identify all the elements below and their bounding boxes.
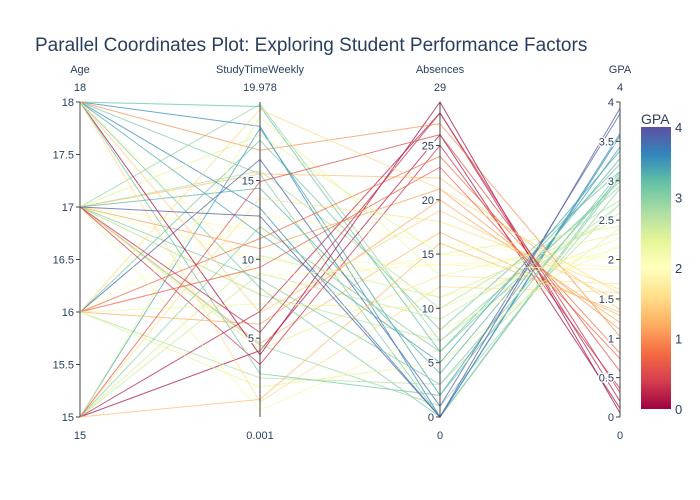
axis-range-min: 0.001 [246,430,274,442]
record-line [79,101,621,353]
axis-tick-label: 5 [428,358,434,370]
axis-tick-label: 1 [608,333,614,345]
axis-tick-label: 15.5 [53,360,74,372]
axis-tick-label: 4 [608,97,614,109]
record-line [79,134,621,255]
record-line [79,101,621,414]
record-line [79,173,621,311]
record-line [79,176,621,386]
axis-range-max: 18 [74,82,86,94]
axis-range-max: 19.978 [243,82,277,94]
axis-tick-label: 16 [62,307,74,319]
axis-range-min: 0 [617,430,623,442]
axes: Age18151515.51616.51717.518StudyTimeWeek… [51,64,632,442]
axis-tick-label: 17.5 [53,150,74,162]
record-line [79,112,621,393]
axis-tick-label: 2 [608,255,614,267]
axis-tick-label: 3 [608,176,614,188]
axis-gpa: GPA 4 00 0.5 1 1.5 2 2.5 3 3.5 4 [597,64,632,442]
record-line [79,101,621,418]
axis-studytimeweekly: StudyTimeWeekly 19.978 0.001 5 10 15 [216,64,305,442]
axis-tick-label: 20 [422,195,434,207]
axis-tick-label: 17 [62,202,74,214]
colorbar-tick-label: 2 [675,261,682,276]
axis-label: GPA [609,64,632,76]
axis-tick-label: 3.5 [599,136,614,148]
record-line [79,108,621,313]
record-line [79,206,621,412]
axis-tick-label: 16.5 [53,255,74,267]
axis-tick-label: 18 [62,97,74,109]
axis-absences: Absences 29 00 5 10 15 20 25 [416,64,465,442]
colorbar-tick-label: 0 [675,402,682,417]
axis-range-min: 0 [437,430,443,442]
axis-tick-label: 0 [608,412,614,424]
axis-tick-label: 25 [422,140,434,152]
axis-label: Age [70,64,90,76]
axis-range-max: 4 [617,82,623,94]
axis-tick-label: 1.5 [599,294,614,306]
record-line [79,101,621,277]
axis-tick-label: 15 [62,412,74,424]
axis-label: Absences [416,64,465,76]
record-line [79,188,621,407]
colorbar-tick-label: 4 [675,120,682,135]
record-line [79,204,621,342]
record-line [79,101,621,396]
colorbar-tick-label: 3 [675,191,682,206]
record-line [79,242,621,418]
record-line [79,101,621,403]
axis-tick-label: 0 [428,412,434,424]
record-line [79,101,621,418]
data-lines [79,101,621,418]
axis-tick-label: 15 [242,175,254,187]
axis-tick-label: 15 [422,249,434,261]
axis-tick-label: 2.5 [599,215,614,227]
colorbar-title: GPA [641,111,670,127]
record-line [79,101,621,314]
record-line [79,155,621,354]
axis-tick-label: 0.5 [599,373,614,385]
record-line [79,181,621,418]
record-line [79,227,621,388]
axis-range-max: 29 [434,82,446,94]
record-line [79,139,621,331]
axis-tick-label: 10 [422,303,434,315]
axis-tick-label: 5 [248,333,254,345]
axis-label: StudyTimeWeekly [216,64,305,76]
colorbar-gradient [641,127,671,409]
record-line [79,101,621,338]
record-line [79,237,621,313]
colorbar-tick-label: 1 [675,332,682,347]
record-line [79,108,621,418]
axis-range-min: 15 [74,430,86,442]
record-line [79,206,621,345]
record-line [79,101,621,364]
axis-tick-label: 10 [242,254,254,266]
chart-title: Parallel Coordinates Plot: Exploring Stu… [35,35,587,56]
colorbar: GPA 0 1 2 3 4 [641,111,682,417]
record-line [79,113,621,407]
